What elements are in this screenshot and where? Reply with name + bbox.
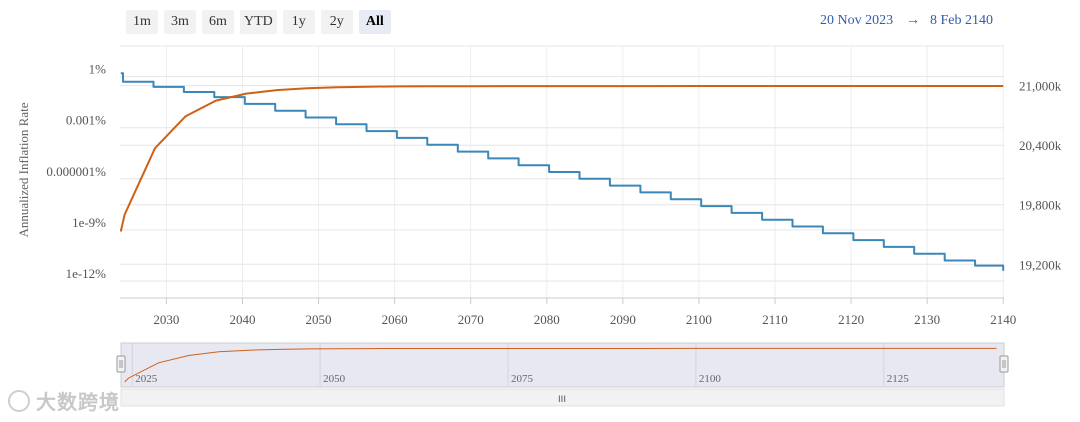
y-left-tick-label: 1% [89,62,107,77]
navigator-tick-label: 2025 [135,373,158,385]
x-axis-tick-label: 2090 [610,312,636,327]
navigator-tick-label: 2075 [511,373,534,385]
x-axis-tick-label: 2030 [153,312,179,327]
y-right-tick-label: 19,200k [1019,257,1062,272]
scrollbar-grip-icon[interactable]: III [558,395,566,405]
navigator-tick-label: 2050 [323,373,346,385]
y-axis-title: Annualized Inflation Rate [16,102,31,237]
y-right-tick-label: 19,800k [1019,198,1062,213]
supply-series-line[interactable] [119,85,1004,232]
grid-lines [120,45,1004,298]
range-button-2y[interactable]: 2y [320,10,353,34]
range-button-1m[interactable]: 1m [126,10,158,34]
series-lines [119,72,1005,271]
y-right-tick-label: 20,400k [1019,138,1062,153]
axes: 2030 2040 2050 2060 2070 2080 2090 2100 2110 2120… [16,62,1062,327]
range-button-6m[interactable]: 6m [202,10,234,34]
y-left-tick-label: 1e-9% [72,215,106,230]
y-right-tick-label: 21,000k [1019,79,1062,94]
x-axis-tick-label: 2120 [838,312,864,327]
navigator-scrollbar[interactable] [120,388,1005,407]
watermark-text: 大数跨境 [36,390,120,414]
date-range-arrow: → [906,13,920,28]
range-button-3m[interactable]: 3m [164,10,196,34]
x-axis-tick-label: 2140 [990,312,1016,327]
navigator-tick-label: 2100 [699,373,722,385]
watermark-logo-icon [8,389,30,412]
range-button-ytd[interactable]: YTD [240,10,277,34]
navigator-handle-left[interactable] [116,355,126,373]
navigator-handle-right[interactable] [999,355,1009,373]
x-axis-tick-label: 2070 [458,312,484,327]
y-left-tick-label: 0.001% [66,113,106,128]
navigator-selected-range[interactable] [120,342,1005,388]
y-left-tick-label: 1e-12% [66,266,107,281]
y-left-tick-label: 0.000001% [46,164,106,179]
range-button-1y[interactable]: 1y [282,10,315,34]
navigator[interactable]: 2025 2050 2075 2100 2125 III [116,342,1009,407]
navigator-series-line [124,347,997,383]
navigator-handle-body[interactable] [999,355,1009,373]
watermark: 大数跨境 [8,386,120,415]
x-axis-tick-label: 2130 [914,312,940,327]
x-axis-tick-label: 2050 [306,312,332,327]
x-axis-tick-label: 2110 [762,312,788,327]
x-axis-tick-label: 2060 [382,312,408,327]
range-button-all[interactable]: All [358,10,391,34]
navigator-handle-body[interactable] [116,355,126,373]
navigator-tick-label: 2125 [887,373,910,385]
inflation-rate-series-line[interactable] [120,72,1005,271]
date-range-to[interactable]: 8 Feb 2140 [930,13,993,28]
x-axis-tick-label: 2100 [686,312,712,327]
date-range-from[interactable]: 20 Nov 2023 [820,13,894,28]
x-axis-tick-label: 2040 [229,312,255,327]
range-selector: 1m 3m 6m YTD 1y 2y All [126,10,391,34]
x-axis-tick-label: 2080 [534,312,560,327]
